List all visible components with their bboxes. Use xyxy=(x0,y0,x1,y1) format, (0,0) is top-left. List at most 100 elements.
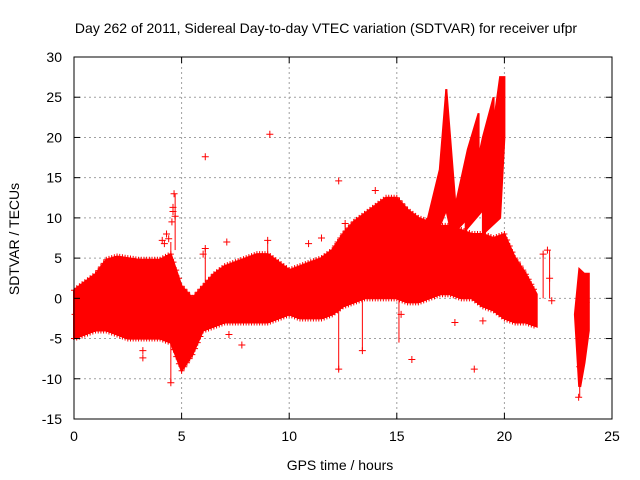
edge-marker xyxy=(208,274,215,281)
data-point-39 xyxy=(578,335,586,343)
data-point-24 xyxy=(358,347,366,355)
edge-marker xyxy=(506,317,513,324)
edge-marker xyxy=(175,360,182,367)
data-point-10 xyxy=(201,153,209,161)
edge-marker xyxy=(278,314,285,321)
edge-marker xyxy=(340,303,346,310)
edge-marker xyxy=(111,330,118,337)
edge-marker xyxy=(452,224,459,231)
y-tick-label-5: 5 xyxy=(54,250,62,266)
edge-marker xyxy=(487,233,494,240)
edge-marker xyxy=(479,230,486,237)
edge-marker xyxy=(418,215,425,222)
data-point-31 xyxy=(505,278,513,286)
edge-marker xyxy=(210,323,217,330)
edge-marker xyxy=(280,313,287,320)
edge-marker xyxy=(232,259,239,266)
edge-marker xyxy=(399,200,406,207)
edge-marker xyxy=(461,227,468,234)
edge-marker xyxy=(329,247,336,254)
edge-marker xyxy=(275,315,282,322)
edge-marker xyxy=(342,227,349,234)
edge-marker xyxy=(162,337,169,344)
data-point-28 xyxy=(451,318,459,326)
edge-marker xyxy=(487,306,494,313)
y-tick-label-10: 10 xyxy=(46,210,62,226)
edge-marker xyxy=(264,319,271,326)
data-point-2 xyxy=(163,230,171,238)
y-tick-label-0: 0 xyxy=(54,290,62,306)
edge-marker xyxy=(522,319,529,326)
edge-marker xyxy=(353,298,360,305)
data-point-23 xyxy=(341,220,349,228)
edge-marker xyxy=(189,295,196,302)
data-point-7 xyxy=(170,190,178,198)
edge-marker xyxy=(399,297,406,304)
edge-marker xyxy=(525,276,532,283)
edge-marker xyxy=(345,224,352,231)
edge-marker xyxy=(165,338,172,345)
y-tick-label-20: 20 xyxy=(46,129,62,145)
data-point-3 xyxy=(165,235,173,243)
edge-marker xyxy=(520,267,527,274)
edge-marker xyxy=(509,249,516,256)
edge-marker xyxy=(181,286,188,293)
edge-marker xyxy=(159,255,166,262)
edge-marker xyxy=(221,263,228,270)
data-point-40 xyxy=(580,278,588,286)
edge-marker xyxy=(192,292,199,299)
data-point-37 xyxy=(575,393,583,401)
edge-marker xyxy=(288,266,295,273)
edge-marker xyxy=(528,281,535,288)
edge-marker xyxy=(291,313,298,320)
edge-marker xyxy=(310,258,317,265)
edge-marker xyxy=(227,261,234,268)
edge-marker xyxy=(506,243,513,250)
edge-marker xyxy=(186,292,193,299)
edge-marker xyxy=(205,277,212,284)
edge-marker xyxy=(450,292,457,299)
edge-marker xyxy=(194,289,201,296)
edge-marker xyxy=(89,328,96,335)
edge-marker xyxy=(501,230,508,237)
edge-marker xyxy=(167,339,174,346)
edge-marker xyxy=(111,254,118,261)
edge-marker xyxy=(208,324,215,331)
y-tick-label-30: 30 xyxy=(46,49,62,65)
data-point-21 xyxy=(335,177,343,185)
edge-marker xyxy=(186,355,193,362)
plot-frame xyxy=(73,56,613,420)
edge-marker xyxy=(251,252,258,259)
edge-marker xyxy=(288,312,295,319)
edge-marker xyxy=(224,262,231,269)
edge-marker xyxy=(197,286,204,293)
edge-marker xyxy=(200,327,207,334)
data-point-14 xyxy=(225,331,233,339)
edge-marker xyxy=(393,194,400,201)
edge-marker xyxy=(504,237,511,244)
edge-marker xyxy=(458,226,465,233)
edge-marker xyxy=(162,253,169,260)
edge-marker xyxy=(205,325,212,332)
edge-marker xyxy=(272,316,279,323)
edge-marker xyxy=(116,332,123,339)
edge-marker xyxy=(202,326,209,333)
edge-marker xyxy=(243,255,250,262)
data-layer xyxy=(71,76,590,401)
edge-marker xyxy=(84,330,91,337)
edge-marker xyxy=(517,263,524,270)
edge-marker xyxy=(114,331,121,338)
edge-marker xyxy=(267,318,274,325)
data-point-9 xyxy=(167,379,175,387)
edge-marker xyxy=(447,222,454,229)
edge-marker xyxy=(490,235,497,241)
edge-marker xyxy=(305,260,312,267)
edge-marker xyxy=(501,315,508,322)
edge-marker xyxy=(194,339,201,346)
edge-marker xyxy=(418,298,425,305)
edge-marker xyxy=(165,252,172,259)
edge-marker xyxy=(173,353,180,360)
edge-marker xyxy=(240,256,247,263)
x-tick-label-10: 10 xyxy=(281,428,297,444)
